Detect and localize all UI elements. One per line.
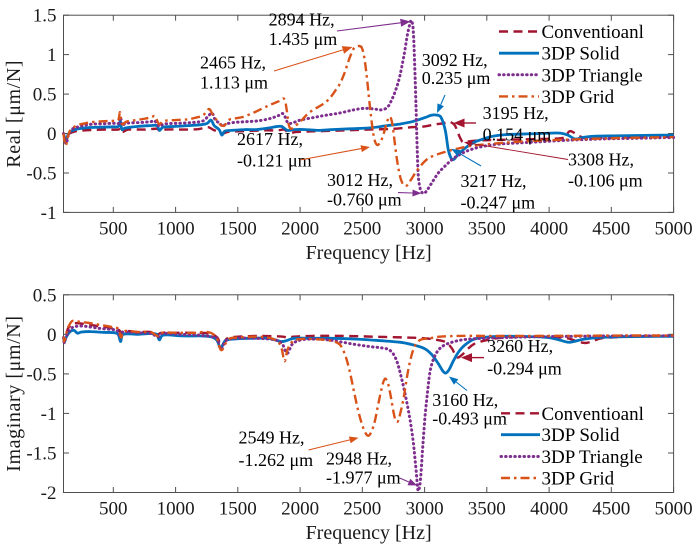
svg-text:-1.262 μm: -1.262 μm (239, 450, 314, 470)
svg-text:1500: 1500 (219, 218, 257, 239)
svg-text:1.113 μm: 1.113 μm (200, 73, 268, 93)
svg-text:4500: 4500 (592, 218, 630, 239)
svg-text:3DP Triangle: 3DP Triangle (542, 447, 643, 468)
svg-text:3DP Triangle: 3DP Triangle (542, 65, 643, 86)
svg-text:0: 0 (47, 325, 57, 346)
svg-text:500: 500 (99, 218, 128, 239)
svg-text:4500: 4500 (592, 499, 630, 520)
svg-text:1000: 1000 (157, 499, 195, 520)
svg-text:-1.977 μm: -1.977 μm (326, 468, 401, 488)
svg-text:3000: 3000 (406, 218, 444, 239)
svg-text:Imaginary [μm/N]: Imaginary [μm/N] (3, 315, 25, 471)
svg-text:2549 Hz,: 2549 Hz, (239, 428, 305, 448)
svg-text:-0.121 μm: -0.121 μm (237, 151, 312, 171)
svg-text:-0.5: -0.5 (26, 364, 56, 385)
svg-text:1.435 μm: 1.435 μm (269, 29, 338, 49)
svg-text:2000: 2000 (281, 218, 319, 239)
svg-text:Conventioanl: Conventioanl (542, 404, 644, 425)
svg-text:3160 Hz,: 3160 Hz, (432, 390, 498, 410)
svg-text:2617 Hz,: 2617 Hz, (237, 129, 303, 149)
svg-text:1: 1 (47, 45, 57, 66)
svg-text:5000: 5000 (655, 218, 693, 239)
svg-text:3DP Grid: 3DP Grid (542, 469, 615, 490)
svg-text:500: 500 (99, 499, 128, 520)
svg-text:-0.294 μm: -0.294 μm (487, 359, 562, 379)
svg-text:-0.760 μm: -0.760 μm (327, 190, 402, 210)
svg-text:0.5: 0.5 (33, 85, 57, 106)
svg-text:4000: 4000 (530, 499, 568, 520)
svg-text:3308 Hz,: 3308 Hz, (568, 150, 634, 170)
svg-text:3DP Solid: 3DP Solid (542, 44, 620, 65)
svg-text:1500: 1500 (219, 499, 257, 520)
svg-text:-1.5: -1.5 (26, 444, 56, 465)
svg-text:-1: -1 (41, 203, 57, 224)
svg-text:3012 Hz,: 3012 Hz, (327, 170, 393, 190)
svg-text:2894 Hz,: 2894 Hz, (269, 10, 335, 30)
svg-text:Real [μm/N]: Real [μm/N] (3, 60, 25, 168)
svg-text:2000: 2000 (281, 499, 319, 520)
svg-text:-1: -1 (41, 404, 57, 425)
svg-text:2500: 2500 (343, 218, 381, 239)
svg-text:3DP Grid: 3DP Grid (542, 87, 615, 108)
svg-text:Frequency [Hz]: Frequency [Hz] (306, 242, 432, 264)
svg-text:4000: 4000 (530, 218, 568, 239)
svg-text:2948 Hz,: 2948 Hz, (326, 449, 392, 469)
svg-text:1000: 1000 (157, 218, 195, 239)
svg-text:2500: 2500 (343, 499, 381, 520)
svg-text:-0.5: -0.5 (26, 164, 56, 185)
svg-text:3000: 3000 (406, 499, 444, 520)
svg-text:3217 Hz,: 3217 Hz, (461, 171, 527, 191)
svg-text:5000: 5000 (655, 499, 693, 520)
svg-text:3260 Hz,: 3260 Hz, (487, 336, 553, 356)
svg-text:Conventioanl: Conventioanl (542, 22, 644, 43)
svg-text:3195 Hz,: 3195 Hz, (483, 103, 549, 123)
svg-text:3DP Solid: 3DP Solid (542, 425, 620, 446)
svg-text:3500: 3500 (468, 499, 506, 520)
svg-text:-0.493 μm: -0.493 μm (432, 409, 507, 429)
svg-text:-0.247 μm: -0.247 μm (461, 193, 536, 213)
svg-text:0.154 μm: 0.154 μm (483, 125, 552, 145)
svg-text:Frequency [Hz]: Frequency [Hz] (306, 522, 432, 544)
svg-text:-2: -2 (41, 483, 57, 504)
svg-text:0.5: 0.5 (33, 285, 57, 306)
svg-text:3500: 3500 (468, 218, 506, 239)
svg-text:0: 0 (47, 124, 57, 145)
svg-text:2465 Hz,: 2465 Hz, (200, 52, 266, 72)
svg-text:-0.106 μm: -0.106 μm (568, 171, 643, 191)
svg-text:1.5: 1.5 (33, 6, 57, 27)
svg-text:0.235 μm: 0.235 μm (422, 68, 491, 88)
svg-text:3092 Hz,: 3092 Hz, (422, 50, 488, 70)
